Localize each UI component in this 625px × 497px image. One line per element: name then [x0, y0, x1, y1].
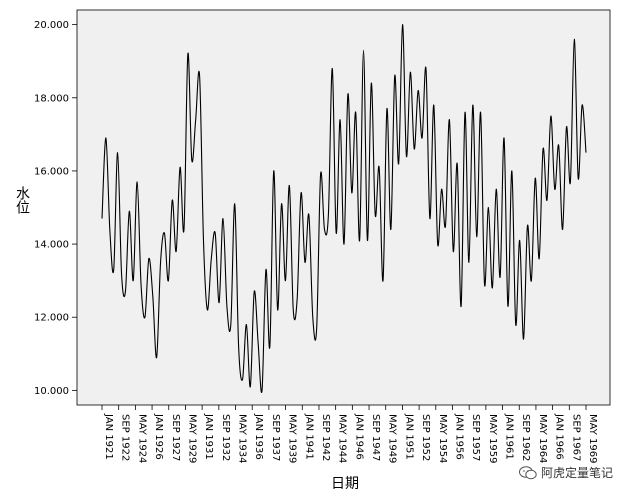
x-tick-label: JAN 1966: [554, 413, 565, 460]
x-tick-label: MAY 1929: [186, 414, 197, 463]
x-tick-label: SEP 1922: [120, 414, 131, 461]
x-tick-label: SEP 1927: [170, 414, 181, 461]
x-tick-label: MAY 1959: [487, 414, 498, 463]
x-tick-label: MAY 1969: [587, 414, 598, 463]
x-tick-label: MAY 1924: [136, 414, 147, 463]
x-tick-label: SEP 1957: [470, 414, 481, 461]
y-axis: 10.000 12.000 14.000 16.000 18.000 20.000: [34, 20, 77, 397]
x-tick-label: JAN 1956: [453, 413, 464, 460]
x-tick-label: MAY 1934: [237, 414, 248, 463]
watermark-text: 阿虎定量笔记: [540, 466, 613, 480]
x-tick-label: SEP 1962: [520, 414, 531, 461]
y-tick-label: 12.000: [34, 313, 69, 324]
x-tick-label: JAN 1921: [103, 413, 114, 460]
x-tick-label: JAN 1926: [153, 413, 164, 460]
x-tick-label: JAN 1941: [303, 413, 314, 460]
wechat-icon: [518, 465, 537, 480]
x-tick-label: MAY 1944: [337, 414, 348, 463]
y-tick-label: 18.000: [34, 93, 69, 104]
x-tick-label: SEP 1932: [220, 414, 231, 461]
x-tick-label: SEP 1947: [370, 414, 381, 461]
x-tick-label: JAN 1951: [403, 413, 414, 460]
x-tick-label: MAY 1949: [387, 414, 398, 463]
y-tick-label: 16.000: [34, 166, 69, 177]
y-tick-label: 14.000: [34, 240, 69, 251]
x-tick-label: SEP 1952: [420, 414, 431, 461]
x-tick-label: MAY 1964: [537, 414, 548, 463]
x-tick-label: JAN 1961: [504, 413, 515, 460]
plot-background: [76, 9, 611, 406]
x-tick-label: SEP 1967: [570, 414, 581, 461]
x-tick-label: JAN 1931: [203, 413, 214, 460]
x-tick-label: MAY 1954: [437, 414, 448, 463]
series-line: [101, 24, 587, 394]
y-axis-title: 水位: [14, 186, 30, 214]
x-tick-label: JAN 1946: [353, 413, 364, 460]
y-tick-label: 10.000: [34, 386, 69, 397]
watermark: 阿虎定量笔记: [518, 464, 613, 481]
y-tick-label: 20.000: [34, 20, 69, 31]
x-axis: JAN 1921 SEP 1922 MAY 1924 JAN 1926 SEP 1927…: [101, 405, 598, 463]
x-tick-label: MAY 1939: [287, 414, 298, 463]
x-tick-label: SEP 1942: [320, 414, 331, 461]
x-axis-title: 日期: [331, 476, 359, 492]
x-tick-label: JAN 1936: [253, 413, 264, 460]
x-tick-label: SEP 1937: [270, 414, 281, 461]
